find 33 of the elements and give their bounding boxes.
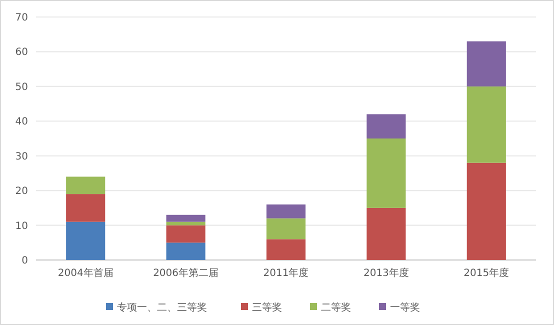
bar: [366, 114, 406, 138]
bar: [66, 176, 106, 194]
y-tick-label: 20: [15, 186, 28, 198]
y-tick-label: 0: [22, 256, 28, 266]
bar: [466, 41, 506, 86]
y-tick-label: 40: [15, 116, 28, 128]
y-tick-label: 10: [15, 220, 28, 232]
bar: [66, 222, 106, 260]
bar: [266, 218, 306, 240]
bar: [266, 204, 306, 218]
x-tick-label: 2013年度: [363, 267, 409, 279]
x-tick-label: 2011年度: [263, 267, 309, 279]
bar: [166, 242, 206, 260]
legend-label: 三等奖: [252, 302, 282, 314]
x-tick-label: 2004年首届: [58, 267, 114, 279]
legend-label: 专项一、二、三等奖: [117, 302, 207, 314]
y-tick-label: 70: [15, 12, 28, 24]
bar: [466, 86, 506, 163]
bar: [166, 214, 206, 222]
bar: [366, 138, 406, 208]
y-tick-label: 30: [15, 151, 28, 162]
y-tick-label: 60: [15, 47, 28, 58]
legend-label: 二等奖: [321, 302, 351, 314]
bar: [366, 208, 406, 260]
x-tick-label: 2015年度: [464, 267, 510, 279]
y-tick-label: 50: [15, 82, 28, 93]
bar: [466, 162, 506, 260]
x-tick-label: 2006年第二届: [153, 267, 219, 279]
bar: [166, 225, 206, 243]
bar: [66, 194, 106, 222]
legend-label: 一等奖: [390, 302, 420, 314]
bar: [266, 239, 306, 260]
bar: [166, 222, 206, 226]
